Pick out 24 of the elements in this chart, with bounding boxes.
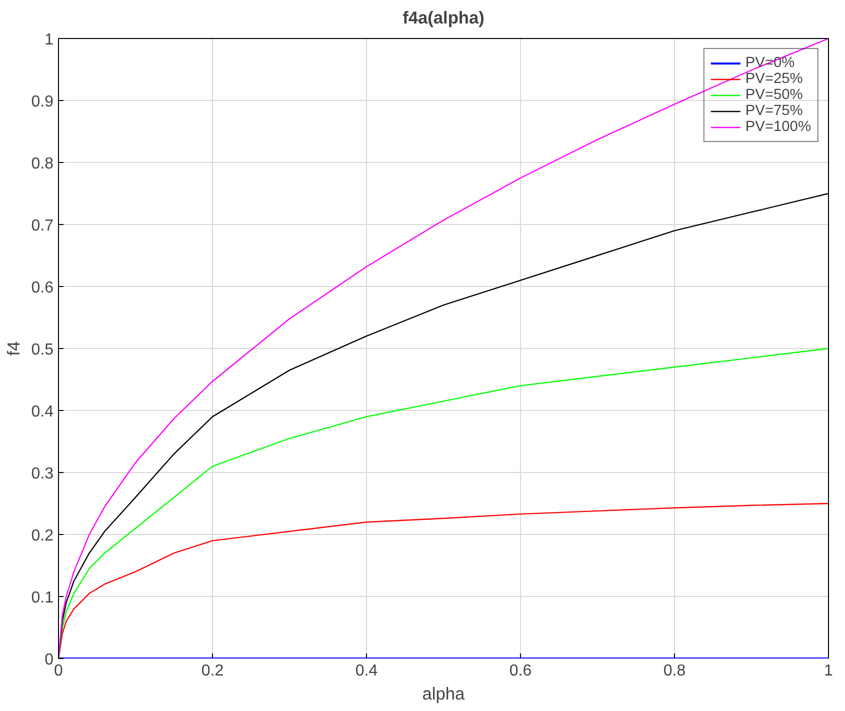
y-tick-label: 1 — [44, 32, 54, 48]
y-tick-label: 0 — [44, 652, 54, 668]
chart-title: f4a(alpha) — [402, 8, 484, 28]
y-tick-label: 0.6 — [31, 280, 54, 296]
y-tick-label: 0.8 — [31, 156, 54, 172]
y-axis-title: f4 — [3, 340, 24, 356]
line-series — [58, 38, 828, 658]
legend-label: PV=50% — [745, 87, 803, 103]
x-tick-label: 1 — [824, 662, 834, 680]
x-tick-label: 0.6 — [509, 662, 532, 680]
legend-label: PV=100% — [745, 119, 811, 135]
y-tick-label: 0.9 — [31, 94, 54, 110]
x-tick-label: 0.4 — [355, 662, 378, 680]
x-axis-title: alpha — [422, 684, 466, 704]
legend-label: PV=25% — [745, 71, 803, 87]
y-tick-label: 0.4 — [31, 404, 54, 420]
y-tick-label: 0.1 — [31, 590, 54, 606]
x-tick-label: 0.2 — [201, 662, 224, 680]
y-tick-label: 0.3 — [31, 466, 54, 482]
y-tick-label: 0.5 — [31, 342, 54, 358]
y-tick-label: 0.7 — [31, 218, 54, 234]
legend-label: PV=75% — [745, 103, 803, 119]
y-tick-label: 0.2 — [31, 528, 54, 544]
x-tick-label: 0.8 — [663, 662, 686, 680]
